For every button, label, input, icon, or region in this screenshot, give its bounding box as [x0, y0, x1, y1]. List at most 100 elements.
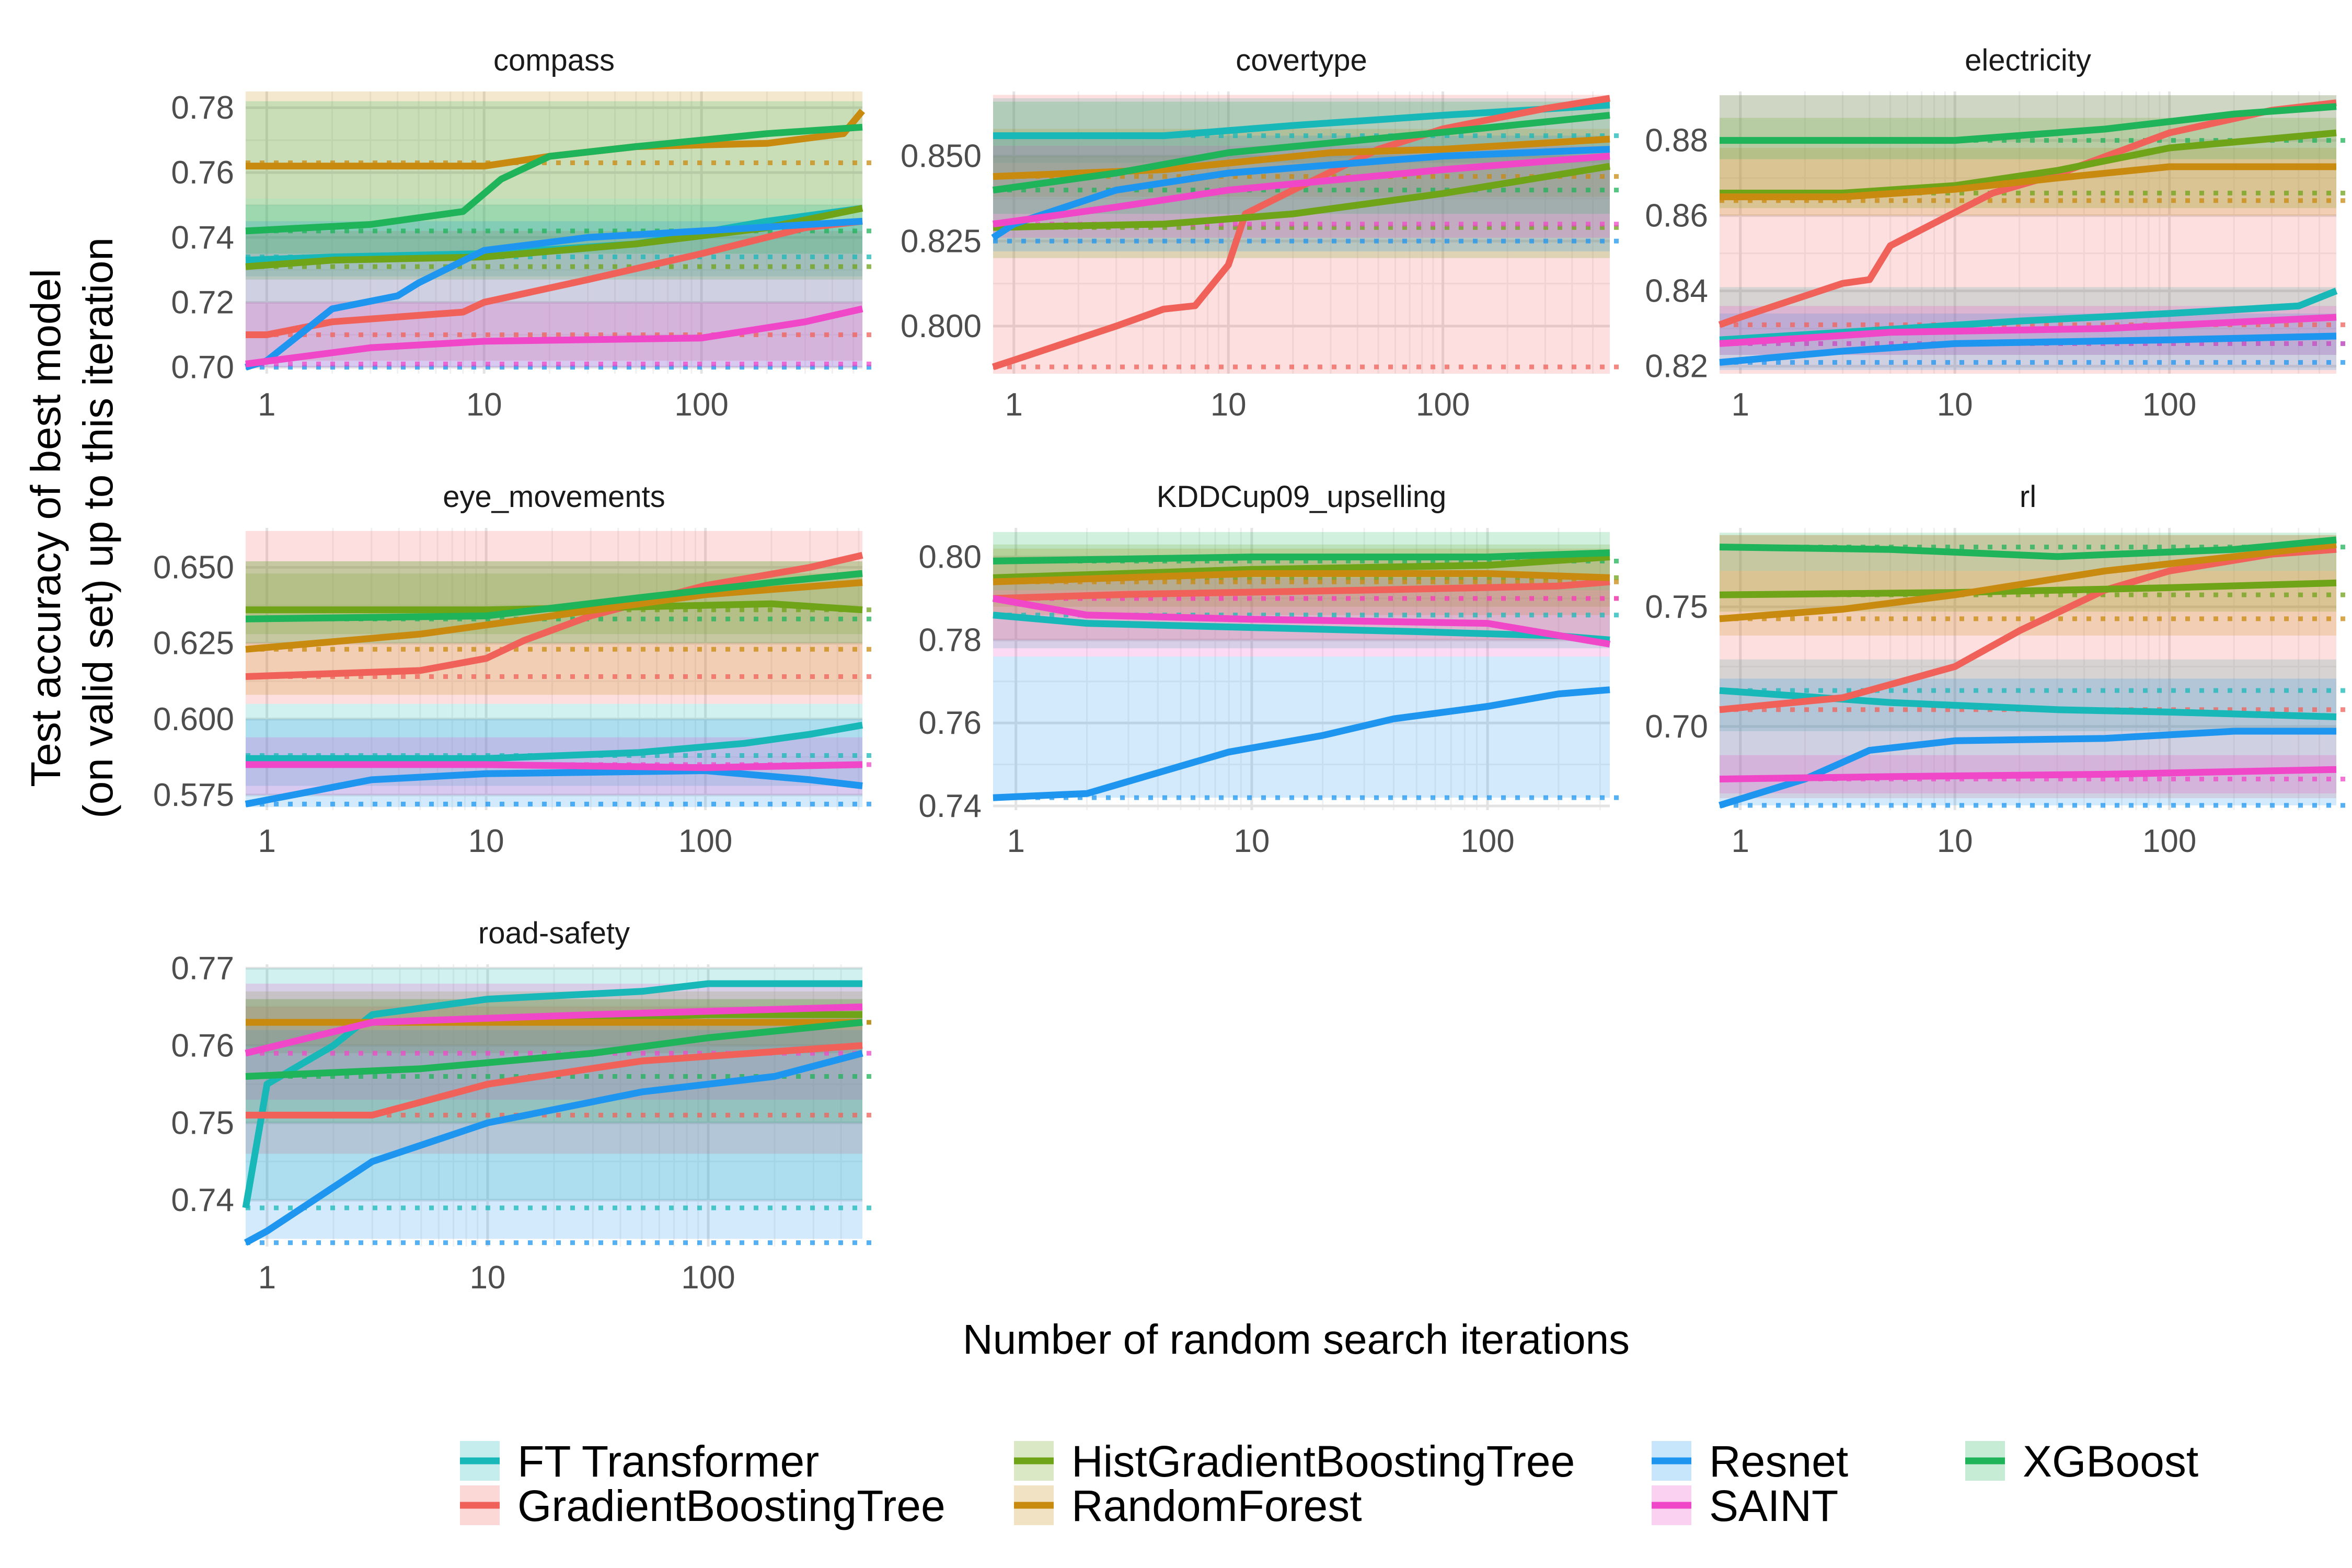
x-tick-label: 100	[2142, 387, 2196, 423]
x-tick-label: 100	[678, 823, 732, 859]
line-road-safety-saint	[245, 1003, 863, 1057]
line-compass-resnet	[245, 217, 863, 371]
panel-title: covertype	[1236, 43, 1367, 77]
line-electricity-gradientboostingtree	[1718, 99, 2337, 328]
x-tick-label: 10	[1937, 823, 1973, 859]
x-tick-label: 1	[1732, 387, 1749, 423]
x-tick-label: 10	[1210, 387, 1247, 423]
legend-item-histgradientboostingtree: HistGradientBoostingTree	[1014, 1437, 1575, 1486]
panel-rl: 0.70 0.75 1 10 100 rl	[1645, 480, 2352, 859]
legend-label-resnet: Resnet	[1709, 1437, 1848, 1486]
y-axis-title: Test accuracy of best model	[22, 269, 69, 787]
band-kddcup09-upselling-resnet	[993, 656, 1610, 798]
legend-label-histgradientboostingtree: HistGradientBoostingTree	[1071, 1437, 1575, 1486]
legend-item-saint: SAINT	[1652, 1481, 1838, 1530]
line-rl-histgradientboostingtree	[1719, 579, 2337, 598]
line-road-safety-gradientboostingtree	[246, 1042, 863, 1119]
band-covertype-gradientboostingtree	[993, 95, 1610, 374]
legend-label-randomforest: RandomForest	[1071, 1481, 1362, 1530]
y-tick-label: 0.75	[171, 1105, 234, 1141]
line-road-safety-xgboost	[245, 1019, 863, 1080]
band-road-safety-resnet	[246, 1030, 862, 1239]
x-tick-label: 100	[1416, 387, 1470, 423]
y-tick-label: 0.86	[1645, 198, 1708, 234]
legend-label-saint: SAINT	[1709, 1481, 1838, 1530]
line-kddcup09-upselling-saint	[992, 595, 1611, 648]
line-eye-movements-saint	[246, 761, 863, 771]
y-tick-label: 0.77	[171, 950, 234, 986]
line-covertype-xgboost	[993, 112, 1610, 194]
legend-label-xgboost: XGBoost	[2023, 1437, 2198, 1486]
legend-item-resnet: Resnet	[1652, 1437, 1848, 1486]
chart-panels: 0.700.720.740.760.781 10 100compass0.8000.…	[153, 43, 2352, 1296]
y-tick-label: 0.74	[918, 788, 982, 824]
y-tick-label: 0.575	[153, 777, 234, 813]
x-tick-label: 1	[1732, 823, 1749, 859]
legend-item-xgboost: XGBoost	[1965, 1437, 2198, 1486]
y-tick-label: 0.625	[153, 626, 234, 662]
y-tick-label: 0.825	[901, 223, 982, 259]
y-tick-label: 0.76	[171, 155, 234, 191]
line-covertype-resnet	[991, 146, 1610, 241]
panel-eye-movements: 0.575 0.600 0.625 0.650 1 10 100 eye_movements	[153, 480, 878, 859]
panel-title: compass	[493, 43, 615, 77]
panel-kddcup09-upselling: 0.74 0.76 0.78 0.80 1 10 100 KDDCup09_upselling	[918, 480, 1625, 859]
line-covertype-saint	[993, 153, 1610, 228]
x-tick-label: 100	[1460, 823, 1514, 859]
line-compass-gradientboostingtree	[246, 217, 863, 338]
y-axis-title-line2: (on valid set) up to this iteration	[75, 237, 121, 818]
panel-compass: 0.70 0.72 0.74 0.76 0.78 1 10 100 compass	[171, 43, 878, 423]
legend: FT Transformer HistGradientBoostingTree Re…	[460, 1437, 2198, 1530]
y-tick-label: 0.74	[171, 220, 234, 256]
y-tick-label: 0.650	[153, 549, 234, 585]
line-eye-movements-gradientboostingtree	[245, 551, 863, 680]
y-tick-label: 0.74	[171, 1182, 234, 1218]
line-rl-randomforest	[1719, 541, 2337, 622]
line-eye-movements-resnet	[245, 767, 863, 808]
x-axis-title: Number of random search iterations	[963, 1316, 1630, 1363]
line-electricity-saint	[1719, 314, 2337, 347]
panel-title: eye_movements	[443, 480, 665, 514]
y-tick-label: 0.78	[171, 90, 234, 126]
y-tick-label: 0.70	[1645, 709, 1708, 745]
band-rl-gradientboostingtree	[1720, 535, 2336, 799]
x-tick-label: 1	[258, 387, 275, 423]
y-tick-label: 0.70	[171, 350, 234, 386]
legend-item-gradientboostingtree: GradientBoostingTree	[460, 1481, 946, 1530]
panel-road-safety: 0.74 0.75 0.76 0.77 1 10 100 road-safety	[171, 916, 878, 1296]
y-tick-label: 0.80	[918, 539, 982, 575]
y-tick-label: 0.88	[1645, 123, 1708, 159]
y-tick-label: 0.75	[1645, 589, 1708, 625]
y-tick-label: 0.78	[918, 622, 982, 658]
panel-covertype: 0.800 0.825 0.850 1 10 100 covertype	[901, 43, 1625, 423]
y-tick-label: 0.600	[153, 701, 234, 737]
line-electricity-histgradientboostingtree	[1720, 129, 2337, 197]
y-tick-label: 0.82	[1645, 349, 1708, 385]
y-tick-label: 0.84	[1645, 273, 1708, 309]
legend-label-ft-transformer: FT Transformer	[517, 1437, 819, 1486]
line-electricity-randomforest	[1720, 163, 2336, 201]
line-kddcup09-upselling-resnet	[993, 686, 1610, 801]
x-tick-label: 1	[1007, 823, 1024, 859]
legend-item-ft-transformer: FT Transformer	[460, 1437, 819, 1486]
x-tick-label: 100	[674, 387, 728, 423]
x-tick-label: 10	[469, 1260, 505, 1296]
panel-title: road-safety	[478, 916, 630, 950]
line-compass-xgboost	[245, 123, 863, 235]
panel-title: KDDCup09_upselling	[1157, 480, 1447, 514]
line-covertype-ft-transformer	[993, 101, 1610, 140]
legend-label-gradientboostingtree: GradientBoostingTree	[517, 1481, 946, 1530]
y-tick-label: 0.76	[171, 1028, 234, 1064]
line-covertype-gradientboostingtree	[991, 95, 1611, 371]
line-kddcup09-upselling-xgboost	[993, 549, 1610, 564]
legend-item-randomforest: RandomForest	[1014, 1481, 1362, 1530]
y-tick-label: 0.76	[918, 705, 982, 741]
line-rl-xgboost	[1719, 536, 2337, 560]
line-rl-saint	[1719, 766, 2337, 782]
panel-title: rl	[2020, 480, 2036, 514]
band-electricity-xgboost	[1720, 95, 2336, 159]
line-kddcup09-upselling-randomforest	[993, 570, 1610, 585]
line-kddcup09-upselling-gradientboostingtree	[993, 578, 1610, 602]
x-tick-label: 10	[466, 387, 502, 423]
